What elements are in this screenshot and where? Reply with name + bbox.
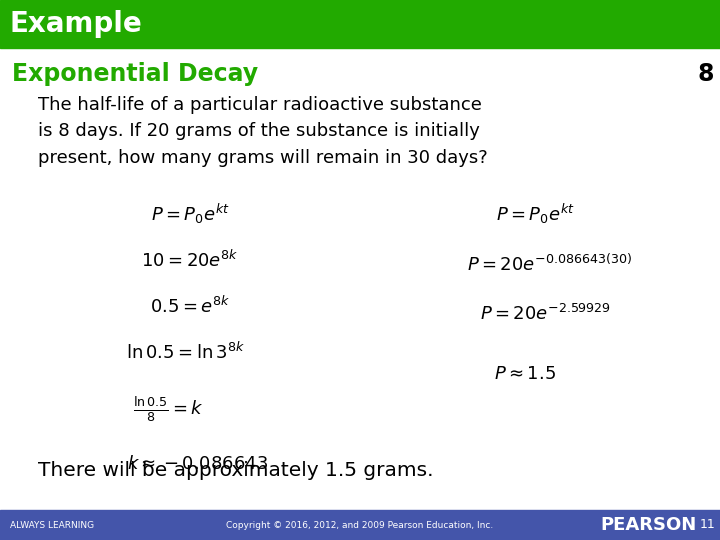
Bar [0,510,720,540]
Text: 11: 11 [700,518,716,531]
Text: Exponential Decay: Exponential Decay [12,62,258,86]
Text: There will be approximately 1.5 grams.: There will be approximately 1.5 grams. [38,461,433,480]
Text: $P = 20e^{-2.59929}$: $P = 20e^{-2.59929}$ [480,304,610,324]
Text: Example: Example [10,10,143,38]
Text: 8: 8 [698,62,714,86]
Text: $10 = 20e^{8k}$: $10 = 20e^{8k}$ [141,249,239,271]
Text: $\frac{\ln 0.5}{8} = k$: $\frac{\ln 0.5}{8} = k$ [132,395,204,424]
Text: The half-life of a particular radioactive substance
is 8 days. If 20 grams of th: The half-life of a particular radioactiv… [38,96,487,167]
Text: $\ln 0.5 = \ln 3^{8k}$: $\ln 0.5 = \ln 3^{8k}$ [125,341,244,362]
Text: $P \approx 1.5$: $P \approx 1.5$ [494,365,556,383]
Bar [0,48,720,510]
Text: PEARSON: PEARSON [600,516,696,534]
Bar [0,0,720,48]
Text: $P = P_0 e^{kt}$: $P = P_0 e^{kt}$ [495,202,575,226]
Text: $P = 20e^{-0.086643(30)}$: $P = 20e^{-0.086643(30)}$ [467,253,633,275]
Text: ALWAYS LEARNING: ALWAYS LEARNING [10,521,94,530]
Text: $P = P_0 e^{kt}$: $P = P_0 e^{kt}$ [150,202,230,226]
Text: Copyright © 2016, 2012, and 2009 Pearson Education, Inc.: Copyright © 2016, 2012, and 2009 Pearson… [226,521,494,530]
Text: $0.5 = e^{8k}$: $0.5 = e^{8k}$ [150,295,230,316]
Text: $k \approx -0.086643$: $k \approx -0.086643$ [127,455,269,473]
